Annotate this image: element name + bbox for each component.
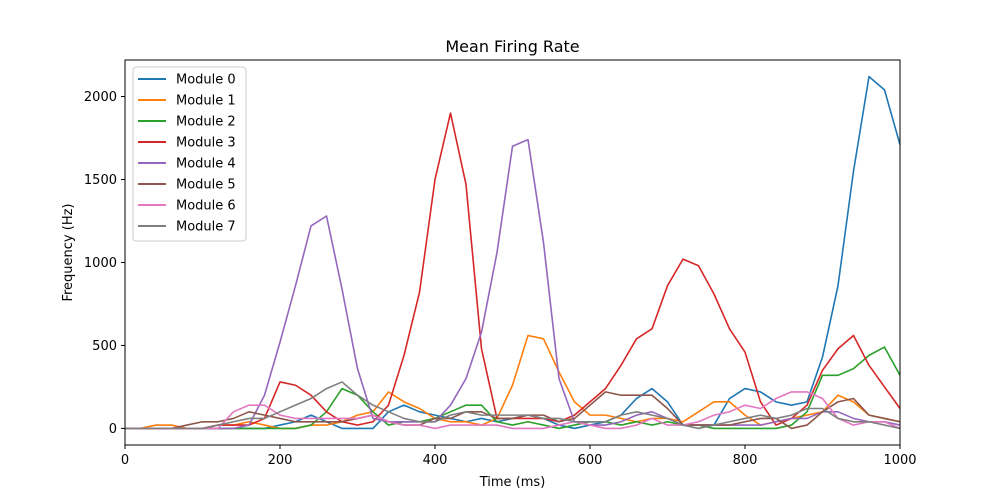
legend-box <box>132 66 247 242</box>
plot-area-frame <box>124 59 901 446</box>
legend-label: Module 1 <box>176 94 236 109</box>
legend-label: Module 7 <box>176 220 236 235</box>
y-tick-label: 500 <box>92 339 117 354</box>
x-tick-label: 200 <box>268 453 293 468</box>
series-line-module-7 <box>125 381 901 430</box>
x-tick-label: 400 <box>423 453 448 468</box>
legend: Module 0 Module 1 Module 2 Module 3 Module 4… <box>132 66 247 242</box>
y-axis: 0 500 1000 1500 2000 <box>84 90 125 437</box>
x-axis-label: Time (ms) <box>479 475 546 490</box>
x-tick-label: 0 <box>121 453 129 468</box>
chart-title: Mean Firing Rate <box>445 37 579 56</box>
y-tick-label: 2000 <box>84 90 117 105</box>
y-tick-label: 0 <box>109 422 117 437</box>
y-tick-label: 1000 <box>84 256 117 271</box>
x-tick-label: 1000 <box>883 453 916 468</box>
legend-label: Module 6 <box>176 199 236 214</box>
legend-label: Module 4 <box>176 157 236 172</box>
y-tick-label: 1500 <box>84 173 117 188</box>
x-tick-label: 600 <box>578 453 603 468</box>
series-line-module-4 <box>125 138 901 430</box>
series-layer <box>125 75 901 430</box>
legend-label: Module 3 <box>176 136 236 151</box>
legend-label: Module 2 <box>176 115 236 130</box>
legend-label: Module 0 <box>176 73 236 88</box>
series-line-module-2 <box>125 346 901 430</box>
legend-label: Module 5 <box>176 178 236 193</box>
series-line-module-5 <box>125 391 901 430</box>
x-axis: 0 200 400 600 800 1000 <box>121 445 917 468</box>
x-tick-label: 800 <box>733 453 758 468</box>
series-line-module-6 <box>125 391 901 430</box>
y-axis-label: Frequency (Hz) <box>61 203 76 301</box>
